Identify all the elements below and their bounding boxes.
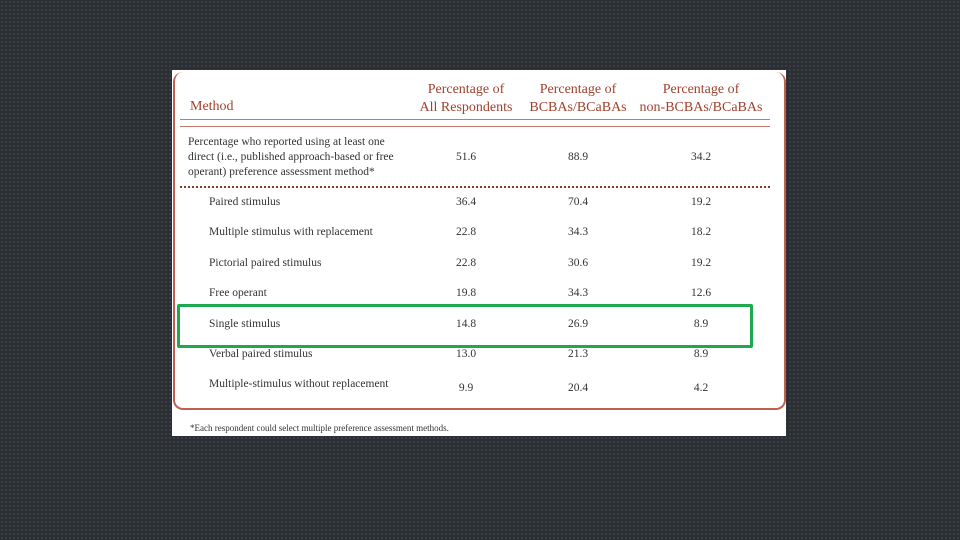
cell-value: 19.2 [690,256,712,269]
method-label: Multiple-stimulus without replacement [209,378,389,391]
highlight-box [177,304,753,348]
cell-value: 9.9 [458,382,474,395]
cell-value: 13.0 [455,348,477,360]
cell-value: 19.8 [455,287,477,300]
cell-value: 19.2 [690,196,712,208]
table-frame [173,72,786,410]
cell-value: 70.4 [567,196,589,208]
footnote: *Each respondent could select multiple p… [190,423,449,433]
cell-value: 88.9 [567,151,589,163]
method-label: direct (i.e., published approach-based o… [188,151,394,163]
column-header: All Respondents [419,100,513,115]
cell-value: 8.9 [693,348,709,360]
cell-value: 22.8 [455,256,477,269]
cell-value: 20.4 [567,382,589,395]
method-label: Free operant [209,287,267,300]
cell-value: 8.9 [693,317,709,330]
method-header: Method [190,99,234,114]
column-header: Percentage of [539,82,617,97]
cell-value: 34.2 [690,151,712,163]
method-label: Single stimulus [209,317,281,330]
table-panel [172,70,786,436]
method-label: Pictorial paired stimulus [209,256,322,269]
cell-value: 12.6 [690,287,712,300]
cell-value: 4.2 [693,382,709,395]
cell-value: 26.9 [567,317,589,330]
cell-value: 30.6 [567,256,589,269]
cell-value: 22.8 [455,226,477,239]
method-label: Multiple stimulus with replacement [209,226,373,239]
cell-value: 18.2 [690,226,712,239]
cell-value: 36.4 [455,196,477,208]
cell-value: 34.3 [567,226,589,239]
method-label: Percentage who reported using at least o… [188,136,385,148]
method-label: Verbal paired stimulus [209,348,313,360]
method-label: Paired stimulus [209,196,281,208]
header-rule [180,119,770,120]
header-rule [180,126,770,127]
cell-value: 14.8 [455,317,477,330]
dotted-rule [180,186,770,188]
column-header: Percentage of [427,82,505,97]
column-header: Percentage of [662,82,740,97]
column-header: BCBAs/BCaBAs [529,100,627,115]
cell-value: 34.3 [567,287,589,300]
cell-value: 21.3 [567,348,589,360]
column-header: non-BCBAs/BCaBAs [639,100,763,115]
cell-value: 51.6 [455,151,477,163]
method-label: operant) preference assessment method* [188,166,375,178]
